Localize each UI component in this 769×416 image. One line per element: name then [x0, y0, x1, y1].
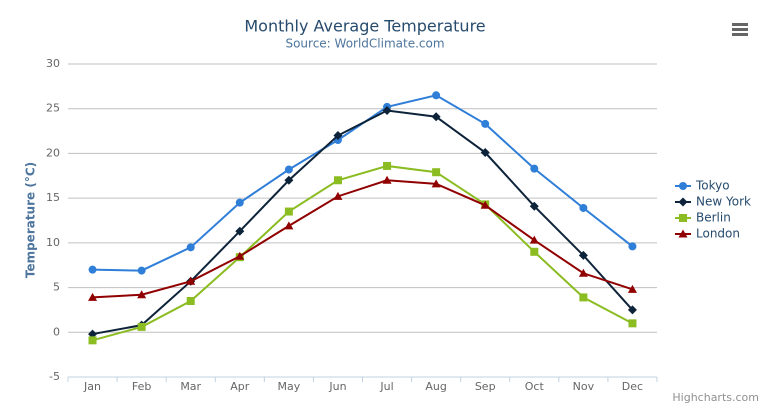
data-point	[529, 201, 539, 211]
data-point	[432, 91, 441, 100]
data-point	[627, 305, 637, 315]
data-point	[627, 284, 637, 293]
legend-marker	[678, 197, 688, 207]
data-point	[530, 164, 539, 173]
x-tick-label: Mar	[180, 380, 201, 393]
data-point	[431, 112, 441, 122]
data-point	[235, 226, 245, 236]
data-point	[431, 179, 441, 188]
y-tick-label: 20	[46, 146, 60, 159]
y-axis-title: Temperature (°C)	[24, 162, 38, 278]
data-point	[333, 191, 343, 200]
x-tick-label: Jan	[83, 380, 101, 393]
y-tick-label: 15	[46, 191, 60, 204]
x-tick-label: Jun	[328, 380, 346, 393]
legend-marker	[679, 182, 687, 190]
data-point	[186, 243, 195, 252]
data-point	[88, 292, 98, 301]
y-tick-label: 10	[46, 236, 60, 249]
data-point	[333, 176, 342, 185]
data-point	[432, 168, 441, 177]
data-point	[480, 148, 490, 158]
menu-button[interactable]	[728, 17, 752, 41]
legend-label: Berlin	[696, 211, 731, 225]
data-point	[578, 268, 588, 277]
legend-label: London	[696, 227, 740, 241]
x-tick-label: Sep	[475, 380, 496, 393]
data-point	[88, 265, 97, 274]
data-point	[284, 207, 293, 216]
series-line	[92, 179, 633, 299]
data-point	[186, 296, 195, 305]
x-tick-label: Aug	[425, 380, 446, 393]
legend-marker	[678, 229, 688, 238]
data-point	[529, 235, 539, 244]
data-point	[284, 165, 293, 174]
x-tick-label: Feb	[132, 380, 151, 393]
x-tick-label: Dec	[622, 380, 643, 393]
data-point	[88, 336, 97, 345]
data-point	[235, 198, 244, 207]
data-point	[186, 276, 196, 285]
legend-label: Tokyo	[695, 179, 730, 193]
series-line	[92, 109, 634, 336]
chart-title: Monthly Average Temperature	[244, 17, 485, 36]
series-line	[92, 164, 633, 342]
data-point	[382, 106, 392, 116]
data-point	[382, 175, 392, 184]
data-point	[578, 250, 588, 260]
data-point	[284, 175, 294, 185]
chart-subtitle: Source: WorldClimate.com	[285, 37, 444, 51]
legend-label: New York	[696, 195, 751, 209]
x-tick-label: Jul	[379, 380, 393, 393]
data-point	[137, 322, 146, 331]
data-point	[383, 161, 392, 170]
data-point	[628, 242, 637, 251]
x-tick-label: Nov	[573, 380, 595, 393]
y-tick-label: 25	[46, 102, 60, 115]
data-point	[88, 329, 98, 339]
data-point	[481, 119, 490, 128]
data-point	[579, 203, 588, 212]
credits[interactable]: Highcharts.com	[672, 391, 759, 404]
data-point	[579, 293, 588, 302]
x-tick-label: May	[278, 380, 301, 393]
data-point	[284, 221, 294, 230]
legend-marker	[679, 214, 687, 222]
x-tick-label: Apr	[230, 380, 250, 393]
data-point	[480, 200, 490, 209]
y-tick-label: 5	[53, 281, 60, 294]
data-point	[137, 266, 146, 275]
data-point	[333, 131, 343, 141]
data-point	[628, 319, 637, 328]
y-tick-label: -5	[49, 370, 60, 383]
series-line	[92, 94, 634, 272]
data-point	[235, 251, 245, 260]
data-point	[137, 290, 147, 299]
x-tick-label: Oct	[525, 380, 545, 393]
y-tick-label: 0	[53, 325, 60, 338]
y-tick-label: 30	[46, 57, 60, 70]
data-point	[530, 247, 539, 256]
